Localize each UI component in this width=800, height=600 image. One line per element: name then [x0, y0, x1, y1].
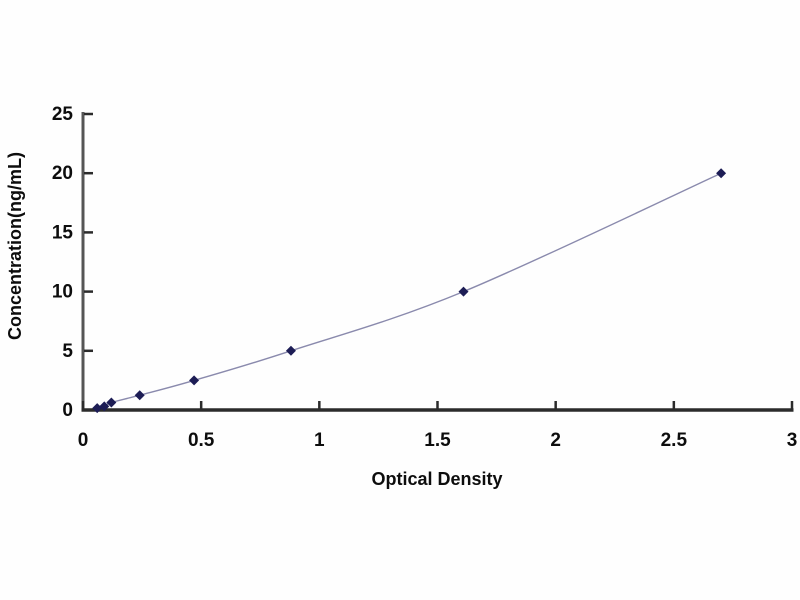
data-point-marker: [134, 390, 145, 401]
x-tick-label: 3: [787, 430, 798, 451]
data-point-marker: [99, 401, 110, 412]
x-tick-label: 0.5: [188, 430, 215, 451]
standard-curve-line: [97, 172, 722, 409]
data-point-marker: [92, 403, 103, 414]
data-point-marker: [716, 168, 727, 179]
data-point-marker: [458, 286, 469, 297]
data-point-marker: [189, 375, 200, 386]
y-tick-label: 25: [52, 104, 74, 125]
y-axis-title: Concentration(ng/mL): [5, 152, 25, 340]
x-tick-label: 0: [78, 430, 89, 451]
y-tick-label: 5: [62, 341, 73, 362]
data-point-marker: [106, 397, 117, 408]
y-tick-label: 10: [52, 282, 73, 303]
x-tick-label: 1.5: [424, 430, 451, 451]
y-tick-label: 15: [52, 222, 74, 243]
x-tick-label: 2.5: [661, 430, 688, 451]
y-tick-label: 0: [62, 400, 73, 421]
x-tick-label: 1: [314, 430, 325, 451]
y-tick-label: 20: [52, 163, 73, 184]
x-tick-label: 2: [550, 430, 561, 451]
x-axis-title: Optical Density: [371, 469, 502, 489]
data-point-marker: [285, 345, 296, 356]
